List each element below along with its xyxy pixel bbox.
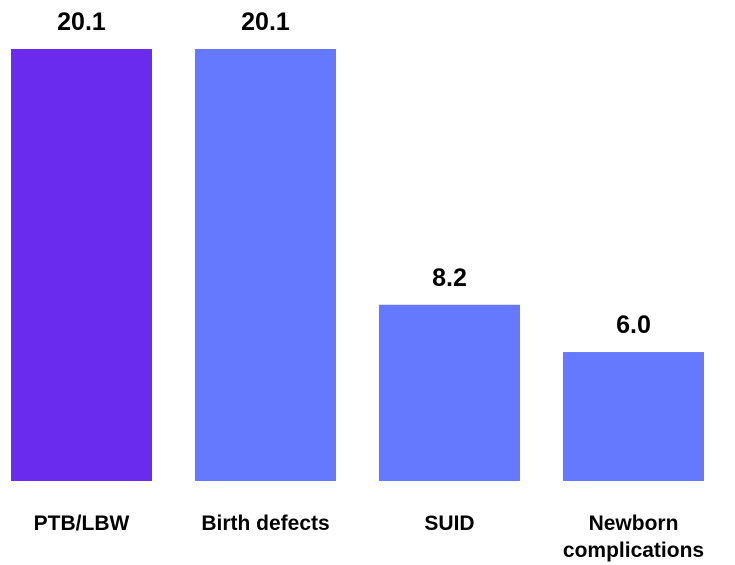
value-labels-group: 20.1 20.1 8.2 6.0 [57,8,651,339]
category-label-ptb-lbw: PTB/LBW [34,512,130,535]
value-label-birth-defects: 20.1 [241,8,290,36]
bar-newborn-complications [563,352,704,481]
category-label-suid: SUID [424,512,474,535]
category-labels-group: PTB/LBW Birth defects SUID Newborn complicat… [34,512,704,562]
bar-birth-defects [195,49,336,481]
category-label-birth-defects: Birth defects [201,512,329,535]
category-label-newborn-complications: Newborn complications [563,512,704,562]
value-label-newborn-complications: 6.0 [616,311,651,339]
value-label-suid: 8.2 [432,264,467,292]
bar-ptb-lbw [11,49,152,481]
bars-group [11,49,704,481]
bar-suid [379,304,520,481]
value-label-ptb-lbw: 20.1 [57,8,106,36]
